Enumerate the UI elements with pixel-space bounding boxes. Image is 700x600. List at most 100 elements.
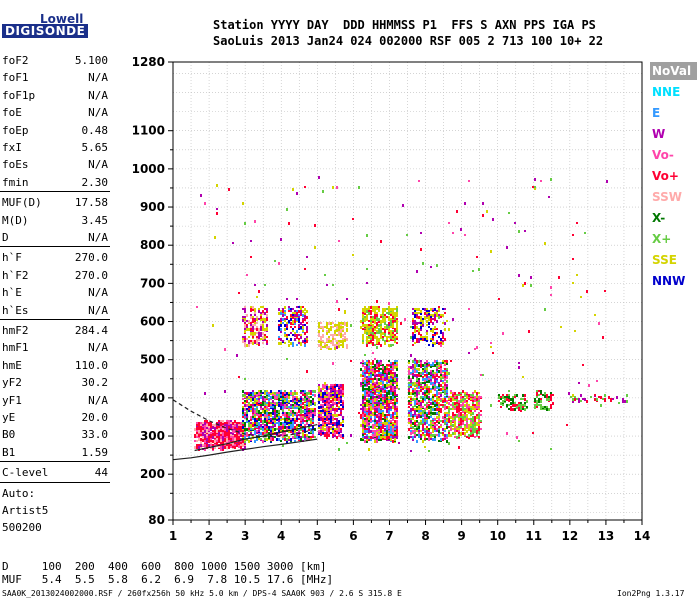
echo-point bbox=[330, 390, 332, 393]
logo-lowell-text: Lowell bbox=[40, 12, 84, 26]
param-name: h`Es bbox=[2, 303, 29, 317]
echo-point bbox=[202, 436, 204, 439]
echo-point bbox=[268, 434, 270, 437]
param-value: 17.58 bbox=[74, 196, 108, 210]
echo-point bbox=[366, 418, 368, 420]
echo-point bbox=[392, 440, 394, 443]
param-value: N/A bbox=[88, 303, 108, 317]
echo-point bbox=[284, 412, 286, 415]
echo-point bbox=[312, 412, 314, 414]
echo-point bbox=[360, 368, 362, 371]
echo-point bbox=[422, 392, 424, 395]
echo-point bbox=[298, 414, 300, 416]
echo-point bbox=[270, 422, 272, 424]
echo-point bbox=[370, 378, 372, 380]
echo-point bbox=[212, 426, 214, 429]
echo-point bbox=[438, 412, 440, 414]
echo-point bbox=[392, 422, 394, 425]
echo-point bbox=[394, 420, 396, 423]
echo-point bbox=[324, 434, 326, 437]
echo-point bbox=[338, 406, 340, 409]
echo-point bbox=[366, 434, 368, 436]
echo-point bbox=[378, 364, 380, 367]
echo-point bbox=[396, 384, 398, 387]
echo-point bbox=[392, 402, 394, 404]
echo-point bbox=[318, 430, 320, 433]
echo-point bbox=[382, 394, 384, 397]
echo-point bbox=[276, 402, 278, 404]
echo-point bbox=[198, 422, 200, 425]
echo-point bbox=[266, 430, 268, 433]
echo-point bbox=[368, 418, 370, 421]
echo-point bbox=[198, 434, 200, 436]
echo-point bbox=[380, 414, 382, 417]
echo-point bbox=[446, 412, 448, 414]
echo-point bbox=[422, 372, 424, 375]
echo-point bbox=[194, 440, 196, 442]
echo-point bbox=[284, 396, 286, 399]
echo-point bbox=[436, 362, 438, 365]
echo-point bbox=[424, 438, 426, 440]
echo-point bbox=[392, 428, 394, 431]
echo-point bbox=[394, 372, 396, 374]
echo-point bbox=[380, 386, 382, 389]
echo-point bbox=[244, 434, 246, 437]
echo-point bbox=[256, 402, 258, 405]
echo-point bbox=[324, 402, 326, 404]
echo-point bbox=[394, 430, 396, 433]
echo-point bbox=[264, 420, 266, 423]
echo-point bbox=[410, 392, 412, 395]
echo-point bbox=[310, 402, 312, 405]
echo-point bbox=[386, 438, 388, 440]
echo-point bbox=[446, 376, 448, 379]
echo-point bbox=[234, 422, 236, 425]
echo-point bbox=[386, 374, 388, 376]
echo-point bbox=[244, 436, 246, 439]
echo-point bbox=[300, 406, 302, 408]
echo-point bbox=[386, 402, 388, 405]
echo-point bbox=[372, 396, 374, 399]
echo-point bbox=[394, 406, 396, 408]
echo-point bbox=[444, 434, 446, 437]
echo-point bbox=[272, 404, 274, 407]
echo-point bbox=[220, 426, 222, 429]
echo-point bbox=[270, 396, 272, 399]
echo-point bbox=[302, 432, 304, 434]
echo-point bbox=[372, 374, 374, 376]
echo-point bbox=[376, 420, 378, 422]
echo-point bbox=[198, 432, 200, 435]
echo-point bbox=[230, 424, 232, 427]
echo-point bbox=[258, 398, 260, 401]
echo-point bbox=[258, 404, 260, 406]
echo-point bbox=[432, 370, 434, 372]
echo-point bbox=[266, 428, 268, 431]
echo-point bbox=[430, 414, 432, 417]
echo-point bbox=[338, 388, 340, 391]
echo-point bbox=[268, 398, 270, 401]
echo-point bbox=[266, 414, 268, 417]
echo-point bbox=[254, 394, 256, 397]
echo-point bbox=[302, 392, 304, 394]
echo-point bbox=[246, 438, 248, 441]
echo-point bbox=[324, 428, 326, 431]
echo-point bbox=[362, 420, 364, 422]
echo-point bbox=[226, 420, 228, 422]
echo-point bbox=[382, 390, 384, 393]
echo-point bbox=[246, 412, 248, 415]
param-name: D bbox=[2, 231, 9, 244]
echo-point bbox=[258, 392, 260, 395]
echo-point bbox=[384, 396, 386, 398]
echo-point bbox=[222, 446, 224, 449]
echo-point bbox=[376, 398, 378, 401]
echo-point bbox=[222, 438, 224, 441]
echo-point bbox=[386, 392, 388, 395]
echo-point bbox=[436, 416, 438, 419]
echo-point bbox=[374, 364, 376, 367]
echo-point bbox=[362, 400, 364, 402]
echo-point bbox=[376, 430, 378, 432]
echo-point bbox=[318, 406, 320, 409]
echo-point bbox=[328, 428, 330, 431]
echo-point bbox=[332, 386, 334, 389]
echo-point bbox=[394, 438, 396, 441]
echo-point bbox=[340, 408, 342, 410]
